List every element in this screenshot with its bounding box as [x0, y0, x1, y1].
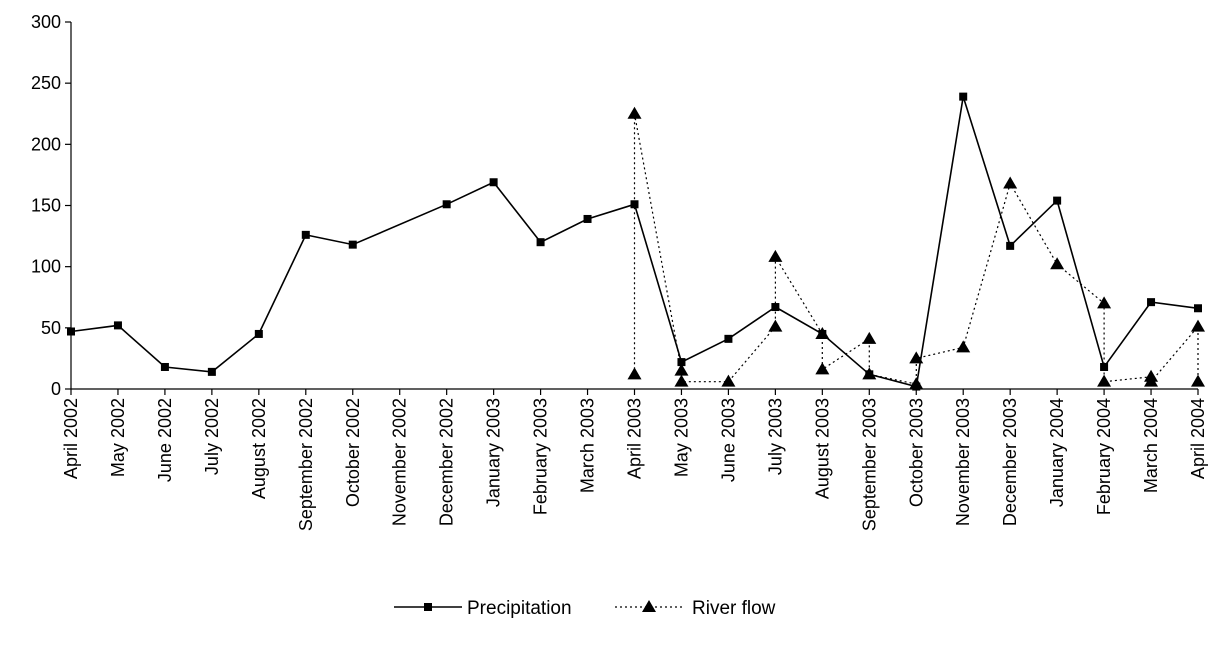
point-precipitation-7 — [442, 200, 451, 209]
y-axis-ticks: 0 50 100 150 200 250 300 — [31, 12, 71, 399]
point-precipitation-9 — [536, 238, 545, 247]
x-tick-label-june-2002: June 2002 — [155, 398, 175, 482]
x-tick-label-january-2004: January 2004 — [1047, 398, 1067, 507]
point-precipitation-8 — [489, 178, 498, 187]
x-tick-label-may-2003: May 2003 — [671, 398, 691, 477]
x-tick-label-may-2002: May 2002 — [108, 398, 128, 477]
x-tick-label-january-2003: January 2003 — [484, 398, 504, 507]
point-precipitation-19 — [1006, 241, 1015, 250]
point-precipitation-20 — [1053, 196, 1062, 205]
point-river-flow-16 — [1097, 296, 1112, 309]
point-precipitation-5 — [301, 230, 310, 239]
x-tick-label-october-2003: October 2003 — [906, 398, 926, 507]
x-tick-label-april-2004: April 2004 — [1188, 398, 1208, 479]
legend-precipitation-marker — [424, 603, 432, 611]
point-precipitation-23 — [1194, 304, 1202, 313]
x-tick-label-october-2002: October 2002 — [343, 398, 363, 507]
x-tick-label-november-2002: November 2002 — [390, 398, 410, 526]
point-river-flow-17 — [1097, 374, 1112, 387]
point-river-flow-4 — [721, 374, 736, 387]
point-precipitation-10 — [583, 214, 592, 223]
point-river-flow-12 — [909, 351, 924, 364]
x-axis-ticks: April 2002 May 2002 June 2002 July 2002 Augu… — [61, 389, 1208, 531]
point-river-flow-9 — [862, 331, 877, 344]
x-tick-label-august-2002: August 2002 — [249, 398, 269, 499]
point-river-flow-1 — [627, 106, 642, 119]
x-tick-label-july-2003: July 2003 — [765, 398, 785, 475]
point-river-flow-2 — [674, 363, 689, 376]
x-tick-label-november-2003: November 2003 — [953, 398, 973, 526]
x-tick-label-december-2003: December 2003 — [1000, 398, 1020, 526]
point-river-flow-7 — [815, 326, 830, 339]
point-river-flow-20 — [1191, 319, 1205, 332]
point-precipitation-13 — [724, 334, 733, 343]
y-tick-label-300: 300 — [31, 12, 61, 32]
y-tick-label-100: 100 — [31, 257, 61, 277]
x-tick-label-september-2003: September 2003 — [859, 398, 879, 531]
legend: Precipitation River flow — [394, 598, 776, 619]
point-river-flow-3 — [674, 374, 689, 387]
x-tick-label-march-2004: March 2004 — [1141, 398, 1161, 493]
x-tick-label-july-2002: July 2002 — [202, 398, 222, 475]
point-river-flow-11 — [909, 377, 924, 390]
legend-item-precipitation: Precipitation — [394, 598, 572, 619]
point-precipitation-1 — [113, 321, 122, 330]
x-tick-label-february-2003: February 2003 — [531, 398, 551, 515]
point-precipitation-4 — [254, 329, 263, 338]
y-tick-label-200: 200 — [31, 134, 61, 154]
point-river-flow-19 — [1144, 374, 1159, 387]
point-precipitation-6 — [348, 240, 357, 249]
point-river-flow-6 — [768, 249, 783, 262]
x-tick-label-september-2002: September 2002 — [296, 398, 316, 531]
x-tick-label-march-2003: March 2003 — [578, 398, 598, 493]
y-tick-label-0: 0 — [51, 379, 61, 399]
point-river-flow-13 — [956, 340, 971, 353]
x-tick-label-april-2002: April 2002 — [61, 398, 81, 479]
legend-precipitation-label: Precipitation — [467, 598, 572, 619]
point-precipitation-21 — [1100, 362, 1109, 371]
series-river-flow — [627, 106, 1205, 390]
point-precipitation-18 — [959, 92, 968, 101]
series-line-precipitation — [70, 96, 1199, 388]
legend-item-river-flow: River flow — [615, 598, 776, 619]
x-tick-label-april-2003: April 2003 — [625, 398, 645, 479]
y-tick-label-250: 250 — [31, 73, 61, 93]
x-tick-label-august-2003: August 2003 — [812, 398, 832, 499]
point-precipitation-3 — [207, 367, 216, 376]
point-precipitation-22 — [1147, 298, 1156, 307]
point-river-flow-10 — [862, 367, 877, 380]
point-river-flow-0 — [627, 367, 642, 380]
y-tick-label-50: 50 — [41, 318, 61, 338]
point-river-flow-21 — [1191, 374, 1205, 387]
point-river-flow-8 — [815, 362, 830, 375]
point-precipitation-2 — [160, 362, 169, 371]
x-tick-label-june-2003: June 2003 — [718, 398, 738, 482]
series-line-river-flow — [633, 113, 1199, 385]
legend-river-flow-marker — [642, 600, 656, 612]
point-precipitation-0 — [67, 327, 75, 336]
x-tick-label-february-2004: February 2004 — [1094, 398, 1114, 515]
point-river-flow-14 — [1003, 176, 1018, 189]
point-river-flow-15 — [1050, 257, 1065, 270]
x-tick-label-december-2002: December 2002 — [437, 398, 457, 526]
point-river-flow-5 — [768, 319, 783, 332]
point-precipitation-12 — [677, 358, 686, 367]
legend-river-flow-label: River flow — [692, 598, 776, 619]
series-layer — [67, 92, 1205, 391]
y-tick-label-150: 150 — [31, 196, 61, 216]
